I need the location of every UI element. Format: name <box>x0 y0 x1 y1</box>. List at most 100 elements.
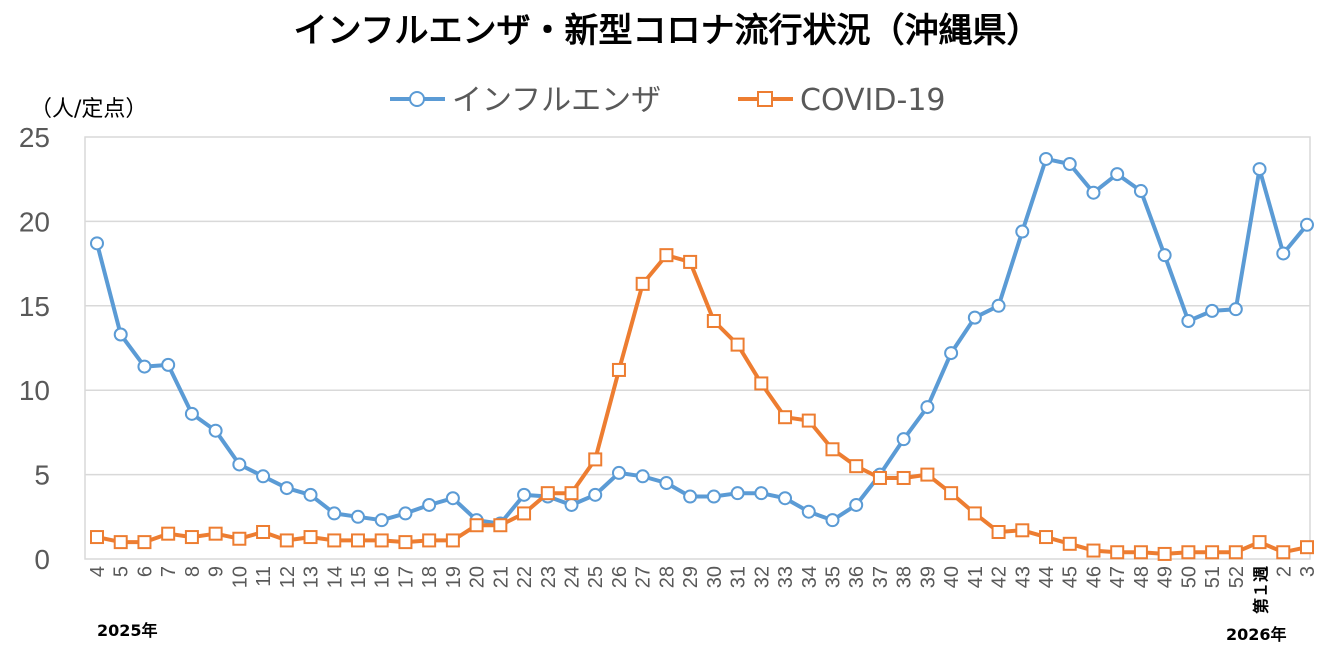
x-tick-label: 7 <box>158 566 180 577</box>
data-point-series-1 <box>1300 540 1314 555</box>
x-tick-label: 20 <box>467 566 489 588</box>
data-point-series-1 <box>730 337 745 352</box>
data-point-series-0 <box>279 481 294 496</box>
data-point-series-0 <box>1228 302 1243 317</box>
x-tick-label: 36 <box>846 566 868 588</box>
x-tick-label: 24 <box>562 566 584 588</box>
data-point-series-1 <box>208 526 223 541</box>
data-point-series-1 <box>944 486 959 501</box>
x-tick-label: 31 <box>728 566 750 588</box>
data-point-series-1 <box>564 486 579 501</box>
x-tick-label: 51 <box>1202 566 1224 588</box>
x-tick-label: 29 <box>680 566 702 588</box>
data-point-series-1 <box>659 248 674 263</box>
data-point-series-1 <box>90 530 104 545</box>
data-point-series-1 <box>706 313 721 328</box>
data-point-series-1 <box>1015 523 1030 538</box>
x-tick-label: 2 <box>1273 566 1295 577</box>
data-point-series-1 <box>113 535 128 550</box>
data-point-series-1 <box>1157 546 1172 561</box>
x-tick-label: 25 <box>585 566 607 588</box>
x-tick-label: 23 <box>538 566 560 588</box>
data-point-series-0 <box>920 400 935 415</box>
series-line-1 <box>96 253 1308 556</box>
x-tick-label: 39 <box>917 566 939 588</box>
x-tick-label: 41 <box>965 566 987 588</box>
x-tick-label: 32 <box>751 566 773 588</box>
x-tick-label: 3 <box>1297 566 1319 577</box>
data-point-series-1 <box>1062 536 1077 551</box>
data-point-series-0 <box>1157 248 1172 263</box>
data-point-series-0 <box>161 357 176 372</box>
data-point-series-0 <box>113 327 128 342</box>
legend-label-1: COVID-19 <box>800 83 946 118</box>
x-tick-label: 46 <box>1083 566 1105 588</box>
data-point-series-1 <box>232 531 247 546</box>
x-tick-label: 28 <box>656 566 678 588</box>
legend-marker-1 <box>757 91 773 107</box>
x-tick-label: 8 <box>182 566 204 577</box>
data-point-series-0 <box>896 432 911 447</box>
data-point-series-0 <box>208 423 223 438</box>
x-tick-label: 40 <box>941 566 963 588</box>
data-point-series-0 <box>1300 217 1314 232</box>
x-tick-label: 35 <box>822 566 844 588</box>
data-point-series-1 <box>184 530 199 545</box>
y-tick-label: 5 <box>34 460 50 491</box>
data-point-series-1 <box>991 524 1006 539</box>
data-point-series-1 <box>849 459 864 474</box>
x-tick-label: 21 <box>490 566 512 588</box>
data-point-series-0 <box>778 491 793 506</box>
y-tick-label: 15 <box>19 291 50 322</box>
data-point-series-0 <box>232 457 247 472</box>
data-point-series-1 <box>256 524 271 539</box>
x-axis: 4 5 6 7 8 9 10 11 12 13 14 15 16 17 18 19 20 21 22 23 24 25 26… <box>87 566 1319 614</box>
data-point-series-1 <box>1133 545 1148 560</box>
x-tick-label: 52 <box>1226 566 1248 588</box>
plot-area <box>84 136 1311 560</box>
data-point-series-1 <box>1252 535 1267 550</box>
x-tick-label: 11 <box>253 566 275 587</box>
data-point-series-1 <box>967 506 982 521</box>
series-markers <box>90 151 1314 561</box>
x-tick-label: 17 <box>395 566 417 588</box>
data-point-series-0 <box>517 487 532 502</box>
data-point-series-0 <box>90 236 104 251</box>
x-tick-label: 13 <box>301 566 323 588</box>
data-point-series-1 <box>611 362 626 377</box>
data-point-series-1 <box>445 533 460 548</box>
x-tick-label: 49 <box>1155 566 1177 588</box>
x-tick-label: 27 <box>633 566 655 588</box>
y-axis-unit-label: （人/定点） <box>30 97 147 122</box>
x-tick-label: 33 <box>775 566 797 588</box>
data-point-series-1 <box>825 442 840 457</box>
data-point-series-0 <box>1039 151 1054 166</box>
data-point-series-0 <box>849 497 864 512</box>
data-point-series-0 <box>303 487 318 502</box>
y-axis: 0 5 10 15 20 25 <box>19 122 50 575</box>
data-point-series-0 <box>991 298 1006 313</box>
data-point-series-1 <box>1086 543 1101 558</box>
data-point-series-0 <box>374 513 389 528</box>
y-tick-label: 20 <box>19 206 50 237</box>
data-point-series-0 <box>1252 162 1267 177</box>
data-point-series-1 <box>1276 545 1291 560</box>
data-point-series-1 <box>137 535 152 550</box>
data-point-series-0 <box>588 487 603 502</box>
data-point-series-1 <box>920 467 935 482</box>
data-point-series-0 <box>1015 224 1030 239</box>
data-point-series-0 <box>967 310 982 325</box>
x-tick-label: 44 <box>1036 566 1058 588</box>
data-point-series-0 <box>184 406 199 421</box>
data-point-series-1 <box>398 535 413 550</box>
data-point-series-0 <box>801 504 816 519</box>
data-point-series-0 <box>350 509 365 524</box>
x-tick-label: 45 <box>1060 566 1082 588</box>
x-tick-label: 47 <box>1107 566 1129 588</box>
x-tick-label: 50 <box>1178 566 1200 588</box>
legend: インフルエンザ COVID-19 <box>390 83 946 118</box>
data-point-series-0 <box>825 513 840 528</box>
x-tick-label: 19 <box>443 566 465 588</box>
year-label-2026: 2026年 <box>1226 625 1287 644</box>
data-point-series-1 <box>588 452 603 467</box>
